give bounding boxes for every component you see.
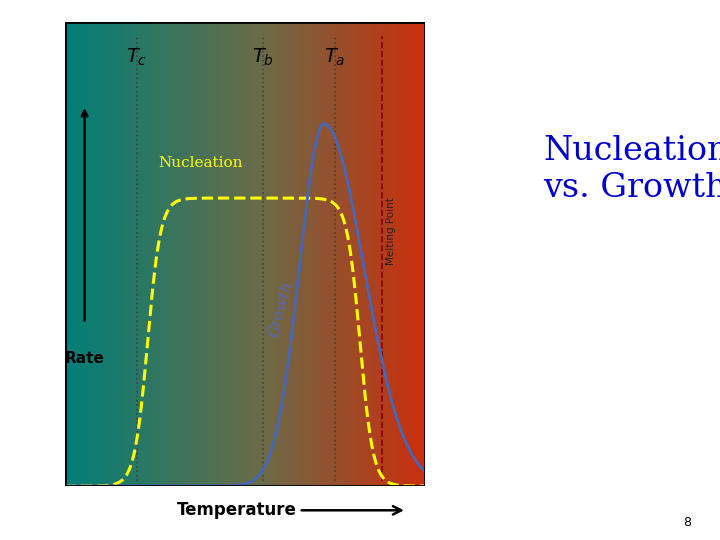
Text: $\mathit{T}_b$: $\mathit{T}_b$ (252, 47, 274, 68)
Text: Temperature: Temperature (176, 501, 296, 519)
Text: Melting Point: Melting Point (386, 197, 396, 265)
Text: 8: 8 (683, 516, 691, 529)
Text: $\mathit{T}_a$: $\mathit{T}_a$ (324, 47, 346, 68)
Text: Growth: Growth (266, 280, 295, 339)
Text: Nucleation: Nucleation (158, 156, 243, 170)
Text: $\mathit{T}_c$: $\mathit{T}_c$ (126, 47, 148, 68)
Text: Rate: Rate (65, 352, 104, 366)
Text: Nucleation
vs. Growth: Nucleation vs. Growth (544, 135, 720, 204)
